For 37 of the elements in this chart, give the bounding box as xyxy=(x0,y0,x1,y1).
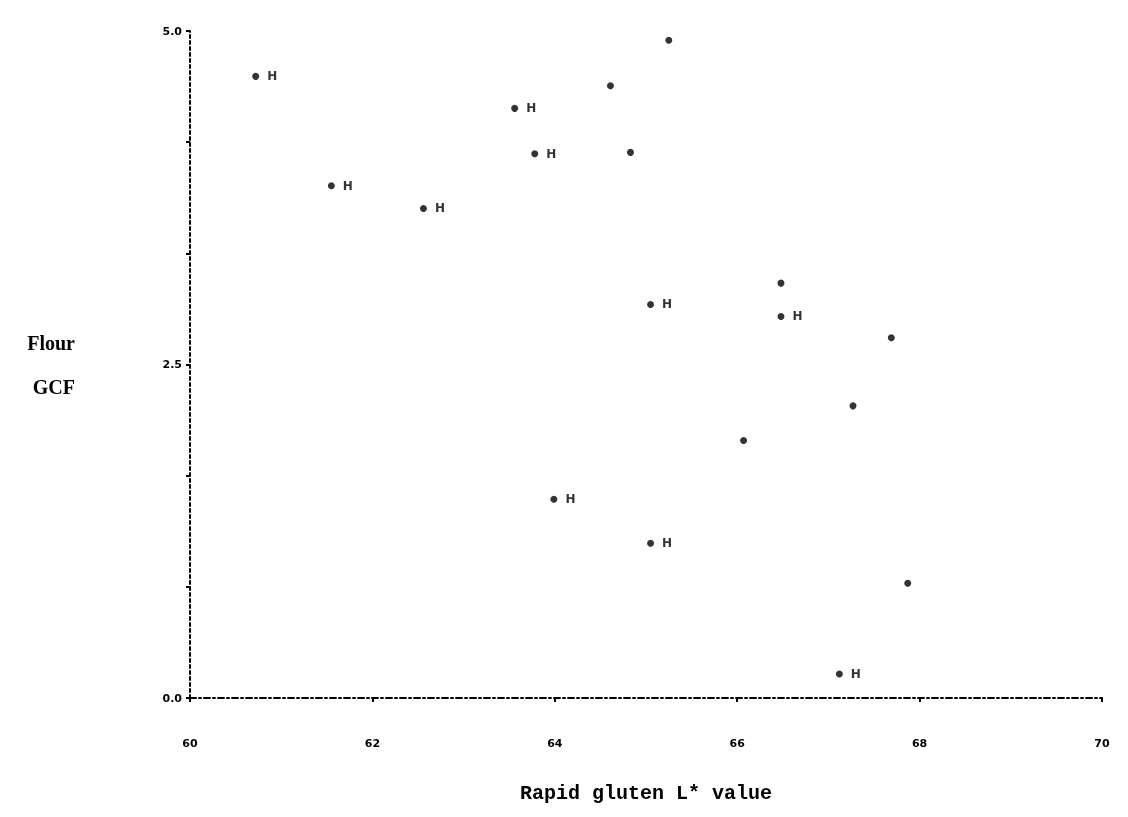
point xyxy=(665,36,673,44)
data-label: H xyxy=(546,146,557,161)
data-label: H xyxy=(267,69,278,84)
point xyxy=(606,82,614,90)
point xyxy=(419,204,427,212)
x-tick-label: 66 xyxy=(729,737,746,750)
data-label: H xyxy=(662,297,673,312)
point xyxy=(740,437,748,445)
point xyxy=(252,72,260,80)
x-tick-label: 60 xyxy=(182,737,198,750)
point xyxy=(627,148,634,156)
data-label: H xyxy=(850,666,861,681)
point xyxy=(327,182,335,190)
y-tick-label: 0.0 xyxy=(162,691,183,705)
point xyxy=(887,334,895,342)
data-label: H xyxy=(565,492,576,507)
point xyxy=(835,670,843,678)
point xyxy=(904,579,912,587)
data-label: H xyxy=(662,536,673,551)
x-tick-label: 62 xyxy=(364,737,381,750)
data-label: H xyxy=(792,309,803,324)
x-tick-label: 64 xyxy=(547,737,563,750)
point xyxy=(647,300,655,308)
data-label: H xyxy=(342,178,353,193)
y-tick-label: 5.0 xyxy=(162,24,183,38)
data-label: H xyxy=(526,101,537,116)
x-tick-label: 70 xyxy=(1094,737,1110,750)
point xyxy=(531,150,539,158)
x-axis-title: Rapid gluten L* value xyxy=(519,781,773,805)
y-tick-label: 2.5 xyxy=(162,358,182,371)
point xyxy=(647,539,655,547)
point xyxy=(777,312,785,320)
y-axis-title: Flour GCF xyxy=(27,331,76,398)
x-tick-label: 68 xyxy=(911,737,928,750)
point xyxy=(550,495,558,503)
point xyxy=(511,104,519,112)
data-label: H xyxy=(434,201,446,216)
